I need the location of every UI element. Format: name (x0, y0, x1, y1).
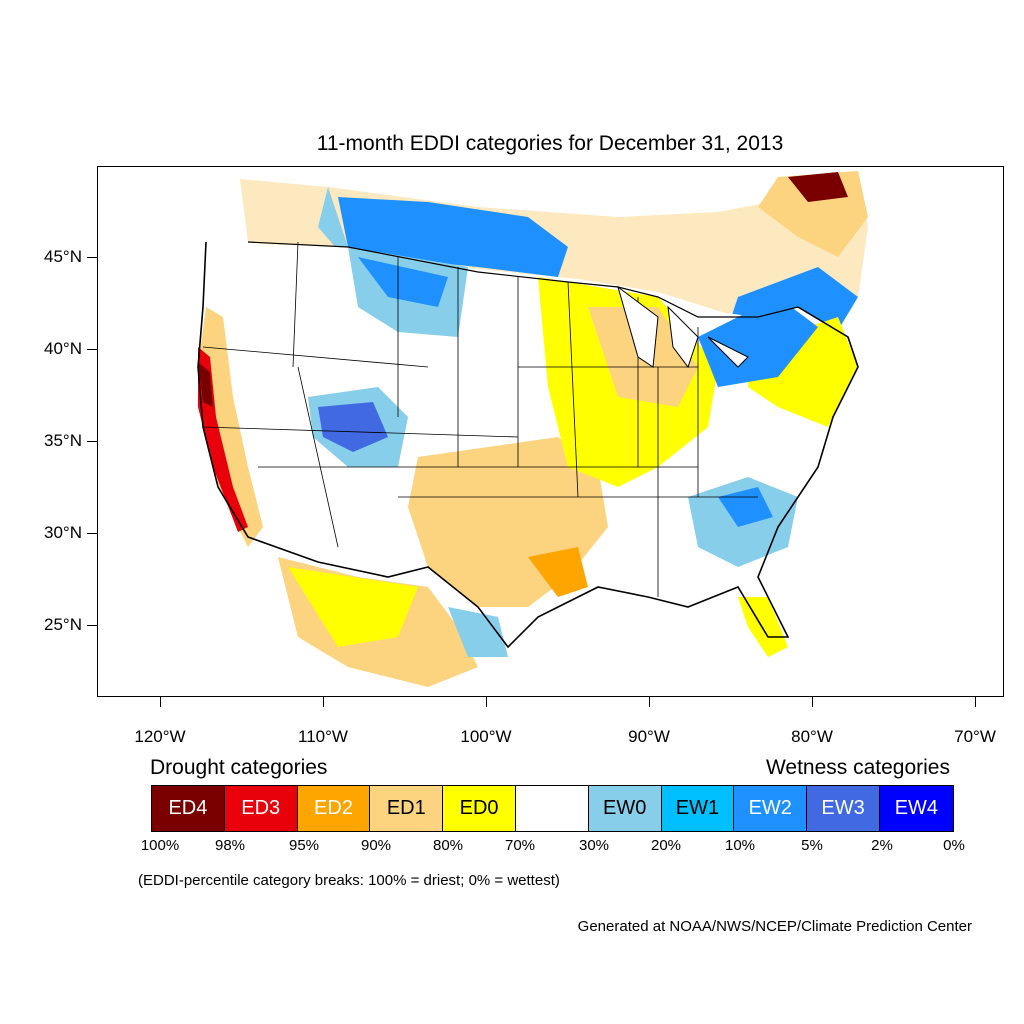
legend-cell-ew3: EW3 (807, 786, 880, 831)
legend-cell-ew1: EW1 (661, 786, 735, 831)
legend-cell-ew4: EW4 (879, 786, 953, 831)
legend-cell-normal (515, 786, 589, 831)
lon-label: 100°W (460, 727, 512, 746)
break-label: 10% (724, 837, 756, 854)
x-tick (812, 697, 813, 707)
break-label: 70% (504, 837, 536, 854)
lat-label: 25°N (44, 615, 82, 634)
break-label: 95% (288, 837, 320, 854)
y-tick (87, 257, 97, 258)
legend-cell-ed4: ED4 (152, 786, 225, 831)
california-core-extreme (198, 362, 213, 407)
break-label: 2% (871, 837, 893, 854)
map-title: 11-month EDDI categories for December 31… (316, 132, 784, 155)
y-tick (87, 533, 97, 534)
florida-abnormal (738, 597, 788, 657)
montana-wet-core (358, 257, 448, 307)
x-tick (975, 697, 976, 707)
break-label: 5% (801, 837, 823, 854)
texas-moderate (528, 547, 588, 597)
great-lakes-wet (698, 297, 818, 387)
legend-cell-ed1: ED1 (370, 786, 444, 831)
lon-label: 70°W (954, 727, 996, 746)
break-label: 90% (360, 837, 392, 854)
state-lines (202, 241, 758, 597)
legend-cell-ed0: ED0 (443, 786, 516, 831)
break-label: 100% (140, 837, 180, 854)
northeast-canada-extreme (788, 172, 848, 202)
great-lakes (617, 285, 749, 369)
eddi-map (197, 171, 868, 687)
break-label: 98% (214, 837, 246, 854)
lon-label: 90°W (628, 727, 670, 746)
break-label: 0% (943, 837, 965, 854)
x-tick (323, 697, 324, 707)
lon-label: 110°W (298, 727, 348, 746)
category-note: (EDDI-percentile category breaks: 100% =… (138, 872, 560, 889)
rockies-wet-core (318, 402, 388, 452)
y-tick (87, 349, 97, 350)
mexico-wet (448, 607, 508, 657)
legend-cell-ew0: EW0 (588, 786, 662, 831)
x-tick (649, 697, 650, 707)
west-coast-dry (198, 307, 263, 547)
legend-cell-ed2: ED2 (297, 786, 371, 831)
break-label: 30% (578, 837, 610, 854)
x-tick (160, 697, 161, 707)
lon-label: 80°W (791, 727, 833, 746)
lat-label: 45°N (44, 247, 82, 266)
lon-label: 120°W (134, 727, 186, 746)
mexico-abnormal (288, 567, 418, 647)
legend-cell-ew2: EW2 (734, 786, 808, 831)
wetness-heading: Wetness categories (765, 756, 950, 779)
legend-cell-ed3: ED3 (224, 786, 298, 831)
break-label: 20% (650, 837, 682, 854)
x-tick (486, 697, 487, 707)
lat-label: 35°N (44, 431, 82, 450)
legend-bar: ED4 ED3 ED2 ED1 ED0 EW0 EW1 EW2 EW3 EW4 (151, 785, 954, 832)
credit-line: Generated at NOAA/NWS/NCEP/Climate Predi… (577, 918, 972, 935)
break-label: 80% (432, 837, 464, 854)
y-tick (87, 625, 97, 626)
lat-label: 30°N (44, 523, 82, 542)
drought-heading: Drought categories (150, 756, 328, 779)
y-tick (87, 441, 97, 442)
us-coastline (197, 241, 859, 649)
lat-label: 40°N (44, 339, 82, 358)
map-frame (97, 166, 1004, 697)
